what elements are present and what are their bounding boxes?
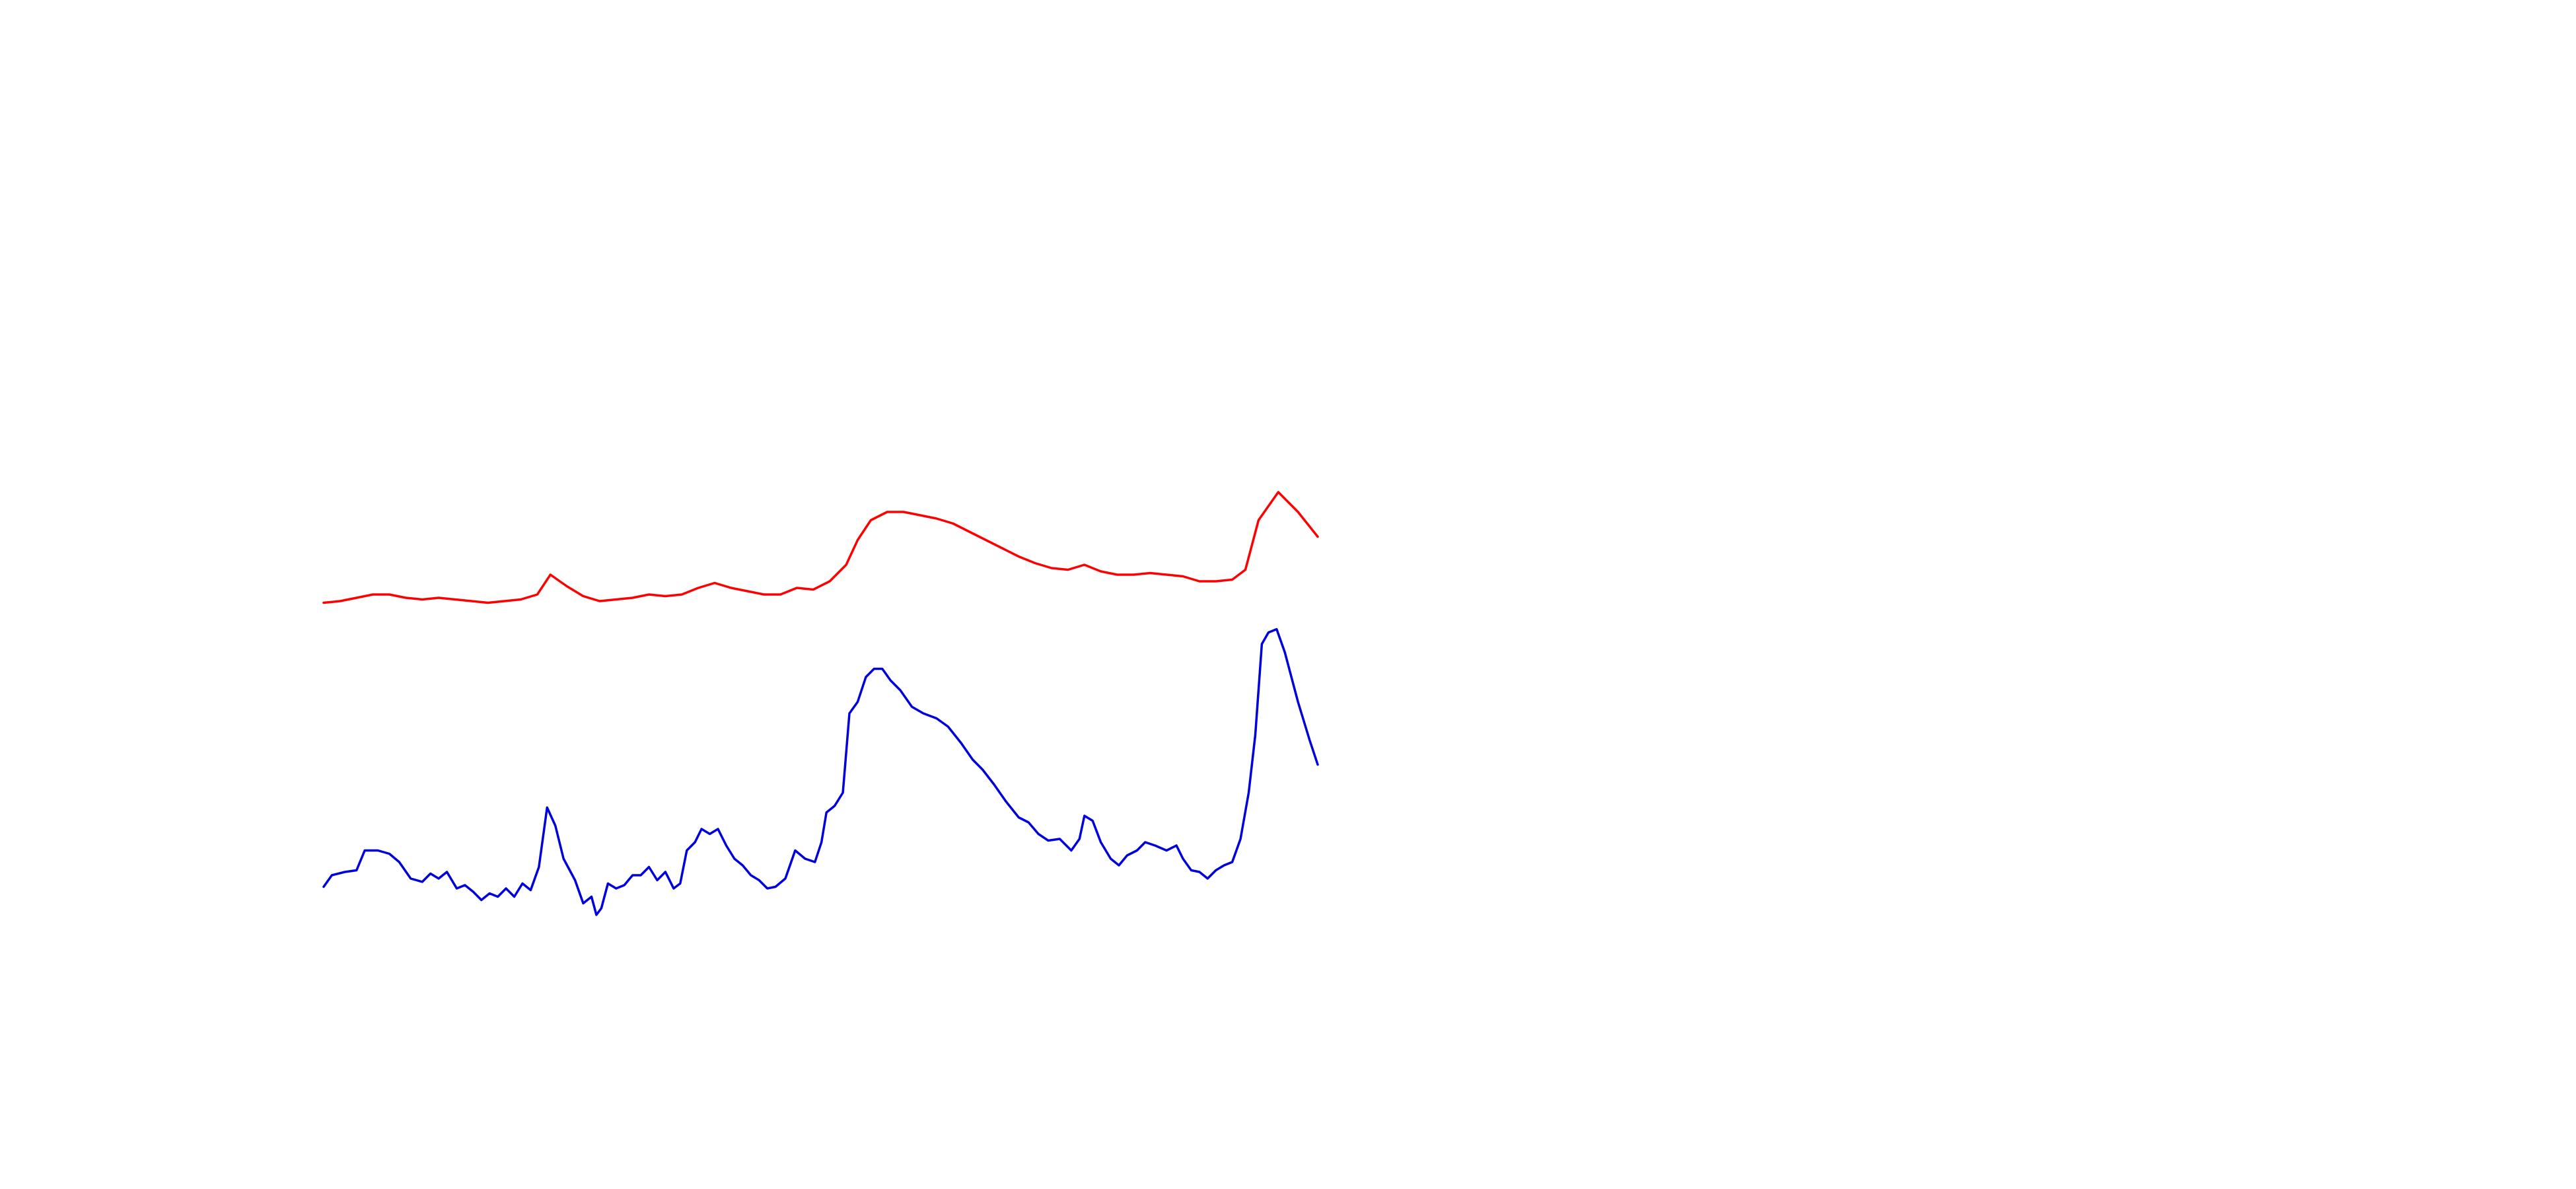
series-line — [322, 628, 1319, 916]
series-line — [322, 491, 1319, 604]
